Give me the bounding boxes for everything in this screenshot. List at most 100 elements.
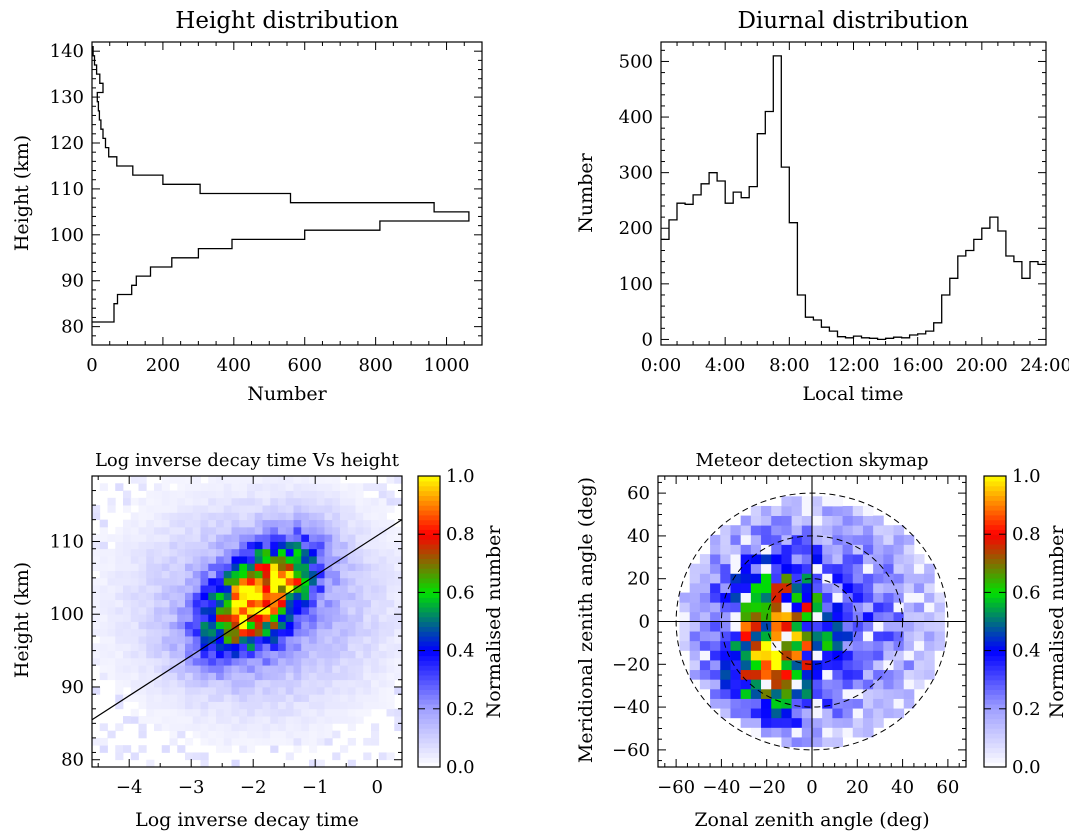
heatmap-cell xyxy=(169,650,178,659)
skymap-cell xyxy=(903,602,915,613)
skymap-cell xyxy=(740,544,752,555)
heatmap-cell xyxy=(192,483,201,491)
heatmap-cell xyxy=(216,628,225,637)
skymap-cell xyxy=(801,660,813,671)
heatmap-cell xyxy=(293,621,302,630)
skymap-cell xyxy=(801,563,813,574)
heatmap-cell xyxy=(270,512,279,521)
heatmap-cell xyxy=(270,730,279,739)
heatmap-cell xyxy=(394,621,403,630)
heatmap-cell xyxy=(316,686,325,695)
heatmap-cell xyxy=(386,621,395,630)
heatmap-cell xyxy=(247,606,256,615)
heatmap-cell xyxy=(371,563,380,571)
heatmap-cell xyxy=(130,556,139,564)
heatmap-cell xyxy=(278,577,287,586)
colorbar-swatch xyxy=(984,495,1006,501)
heatmap-cell xyxy=(115,723,124,732)
colorbar-tick-label: 0.2 xyxy=(1012,699,1041,720)
skymap-cell xyxy=(832,573,843,584)
heatmap-cell xyxy=(355,577,364,586)
heatmap-cell xyxy=(332,483,341,491)
heatmap-cell xyxy=(231,476,240,484)
heatmap-cell xyxy=(394,643,403,652)
heatmap-cell xyxy=(309,657,318,666)
heatmap-cell xyxy=(324,585,333,593)
heatmap-cell xyxy=(278,526,287,535)
skymap-cell xyxy=(791,631,803,642)
heatmap-cell xyxy=(185,599,194,608)
skymap-cell xyxy=(699,582,711,594)
heatmap-cell xyxy=(293,737,302,746)
skymap-cell xyxy=(699,640,711,651)
heatmap-cell xyxy=(285,636,294,644)
skymap-cell xyxy=(771,544,782,555)
heatmap-cell xyxy=(324,686,333,695)
skymap-cell xyxy=(750,534,762,545)
heatmap-cell xyxy=(154,679,163,688)
heatmap-cell xyxy=(254,657,263,666)
heatmap-cell xyxy=(309,563,318,571)
heatmap-cell xyxy=(324,512,333,521)
colorbar-swatch xyxy=(984,539,1006,545)
skymap-cell xyxy=(791,688,803,699)
heatmap-cell xyxy=(270,577,279,586)
y-tick-label: 0 xyxy=(639,612,650,633)
heatmap-cell xyxy=(223,606,232,615)
heatmap-cell xyxy=(278,614,287,622)
skymap-cell xyxy=(913,554,925,565)
heatmap-cell xyxy=(169,628,178,637)
heatmap-cell xyxy=(216,505,225,513)
y-tick-label: 80 xyxy=(61,750,84,771)
colorbar-swatch xyxy=(418,762,440,768)
colorbar-swatch xyxy=(984,514,1006,521)
skymap-cell xyxy=(893,698,905,709)
skymap-cell xyxy=(710,679,721,690)
heatmap-cell xyxy=(169,526,178,535)
heatmap-cell xyxy=(254,665,263,673)
heatmap-cell xyxy=(185,657,194,666)
skymap-cell xyxy=(862,544,874,555)
heatmap-cell xyxy=(177,497,186,506)
skymap-cell xyxy=(740,669,752,680)
skymap-cell xyxy=(771,592,782,603)
heatmap-cell xyxy=(169,585,178,593)
heatmap-cell xyxy=(378,585,387,593)
heatmap-cell xyxy=(293,708,302,717)
skymap-cell xyxy=(791,563,803,574)
heatmap-cell xyxy=(371,701,380,710)
heatmap-cell xyxy=(324,483,333,491)
heatmap-cell xyxy=(208,577,217,586)
heatmap-cell xyxy=(355,570,364,579)
heatmap-cell xyxy=(216,483,225,491)
heatmap-cell xyxy=(285,614,294,622)
skymap-cell xyxy=(710,582,721,594)
heatmap-cell xyxy=(146,657,155,666)
heatmap-cell xyxy=(99,577,108,586)
skymap-cell xyxy=(740,563,752,574)
heatmap-cell xyxy=(161,483,170,491)
skymap-cell xyxy=(699,592,711,603)
skymap-cell xyxy=(791,650,803,661)
heatmap-cell xyxy=(177,512,186,521)
skymap-cell xyxy=(791,602,803,613)
heatmap-cell xyxy=(123,556,132,564)
heatmap-cell xyxy=(301,672,310,681)
skymap-cell xyxy=(710,621,721,632)
heatmap-cell xyxy=(223,723,232,732)
heatmap-cell xyxy=(340,490,349,499)
heatmap-cell xyxy=(262,548,271,557)
skymap-cell xyxy=(771,727,782,738)
heatmap-cell xyxy=(138,745,147,753)
heatmap-cell xyxy=(363,556,372,564)
heatmap-cell xyxy=(138,657,147,666)
heatmap-cell xyxy=(92,650,101,659)
heatmap-cell xyxy=(309,519,318,528)
colorbar-swatch xyxy=(418,616,440,623)
heatmap-cell xyxy=(130,548,139,557)
heatmap-cell xyxy=(371,577,380,586)
heatmap-cell xyxy=(192,534,201,542)
heatmap-cell xyxy=(239,737,248,746)
x-tick-label: −3 xyxy=(178,777,205,798)
skymap-cell xyxy=(812,573,823,584)
